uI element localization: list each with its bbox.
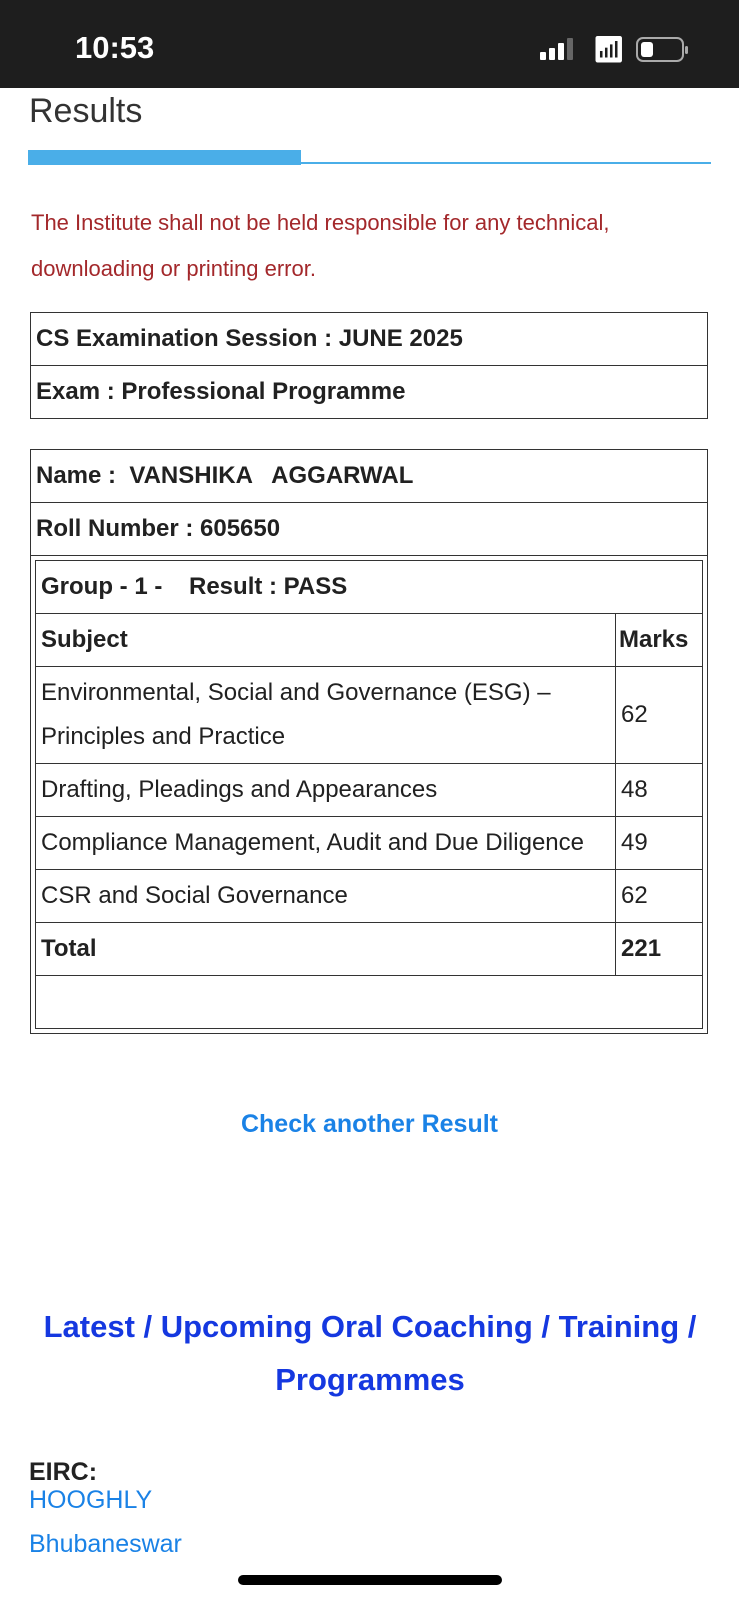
battery-icon [636, 37, 688, 62]
result-status: Result : PASS [189, 573, 348, 600]
empty-row [35, 975, 703, 1029]
table-row: Drafting, Pleadings and Appearances 48 [35, 763, 703, 817]
status-bar: 10:53 📶︎ [0, 0, 739, 88]
marks-header: Marks [619, 626, 689, 653]
marks-cell: 62 [615, 869, 703, 923]
city-link-bhubaneswar[interactable]: Bhubaneswar [29, 1530, 182, 1558]
group-label: Group - 1 - [41, 573, 163, 600]
total-row: Total 221 [35, 922, 703, 976]
programmes-heading: Latest / Upcoming Oral Coaching / Traini… [43, 1309, 697, 1397]
name-label: Name : [36, 462, 117, 489]
exam-session: CS Examination Session : JUNE 2025 [36, 325, 463, 352]
subject-header: Subject [41, 626, 128, 653]
total-marks: 221 [621, 935, 662, 962]
marks-cell: 49 [615, 816, 703, 870]
marks-cell: 48 [615, 763, 703, 817]
candidate-result-table: Name : VANSHIKA AGGARWAL Roll Number : 6… [30, 449, 708, 1034]
table-row: Compliance Management, Audit and Due Dil… [35, 816, 703, 870]
table-row: Environmental, Social and Governance (ES… [35, 666, 703, 764]
exam-info-table: CS Examination Session : JUNE 2025 Exam … [30, 312, 708, 419]
cellular-signal-icon [540, 38, 573, 60]
exam-name: Exam : Professional Programme [36, 378, 406, 405]
home-indicator[interactable] [238, 1575, 502, 1585]
disclaimer: The Institute shall not be held responsi… [31, 210, 610, 281]
table-row: CSR and Social Governance 62 [35, 869, 703, 923]
region-label: EIRC: [29, 1458, 98, 1486]
marks-table: Group - 1 - Result : PASS Subject Marks E… [35, 560, 703, 1029]
roll-number: Roll Number : 605650 [36, 515, 281, 542]
clock: 10:53 [75, 30, 155, 65]
page-title: Results [29, 92, 143, 130]
candidate-name: VANSHIKA AGGARWAL [129, 462, 414, 489]
title-underline-accent [28, 150, 301, 165]
marks-cell: 62 [615, 666, 703, 764]
subject-cell: Environmental, Social and Governance (ES… [35, 666, 616, 764]
check-another-result-link[interactable]: Check another Result [240, 1110, 498, 1138]
wifi-icon: 📶︎ [592, 34, 626, 64]
subject-cell: Drafting, Pleadings and Appearances [35, 763, 616, 817]
city-link-hooghly[interactable]: HOOGHLY [29, 1486, 153, 1514]
subject-cell: Compliance Management, Audit and Due Dil… [35, 816, 616, 870]
total-label: Total [41, 935, 97, 962]
title-underline [28, 162, 711, 164]
subject-cell: CSR and Social Governance [35, 869, 616, 923]
